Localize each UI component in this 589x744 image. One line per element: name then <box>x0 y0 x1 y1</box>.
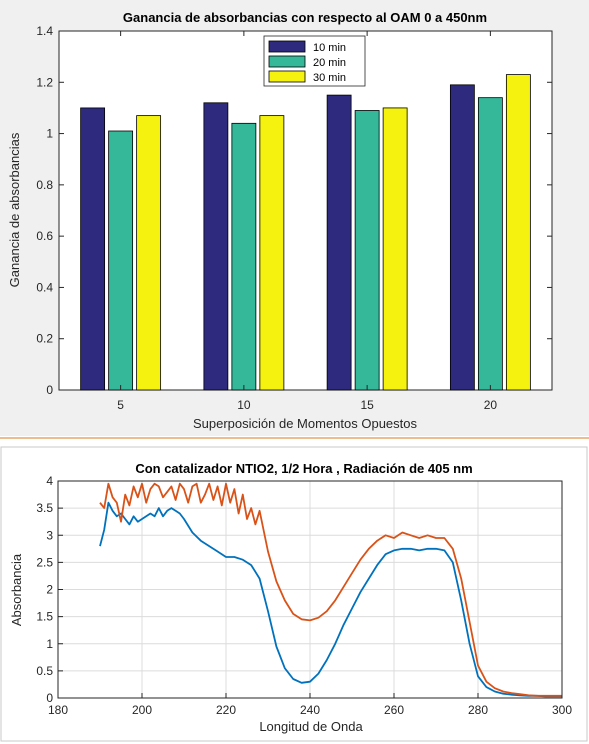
x-tick-label: 240 <box>300 703 320 717</box>
y-tick-label: 1.2 <box>36 75 53 89</box>
line-chart-y-axis-label: Absorbancia <box>9 553 24 626</box>
x-tick-label: 300 <box>552 703 572 717</box>
x-tick-label: 220 <box>216 703 236 717</box>
y-tick-label: 1.5 <box>36 610 53 624</box>
line-chart-series <box>99 482 562 698</box>
bar <box>231 122 257 391</box>
legend-label: 30 min <box>313 72 346 84</box>
bar <box>136 115 162 391</box>
y-tick-label: 3.5 <box>36 501 53 515</box>
bar <box>505 74 531 391</box>
bar-chart-x-ticks: 5 10 15 20 <box>117 31 497 412</box>
y-tick-label: 0.4 <box>36 280 53 294</box>
x-tick-label: 260 <box>384 703 404 717</box>
line-chart: Con catalizador NTIO2, 1/2 Hora , Radiac… <box>0 446 589 744</box>
bar-chart-x-axis-label: Superposición de Momentos Opuestos <box>193 416 418 431</box>
y-tick-label: 1 <box>46 637 53 651</box>
line-chart-ticks: 180 200 220 240 260 280 300 0 0.5 1 1.5 2 2.5 3 3.5 4 <box>36 474 572 717</box>
x-tick-label: 200 <box>132 703 152 717</box>
bar <box>449 84 475 391</box>
y-tick-label: 4 <box>46 474 53 488</box>
bar <box>203 102 229 391</box>
y-tick-label: 0.8 <box>36 178 53 192</box>
bar-chart-title: Ganancia de absorbancias con respecto al… <box>123 10 487 25</box>
series-line-orange <box>99 482 562 697</box>
y-tick-label: 2 <box>46 583 53 597</box>
x-tick-label: 180 <box>48 703 68 717</box>
y-tick-label: 0.5 <box>36 664 53 678</box>
series-line-blue <box>99 501 562 698</box>
line-chart-x-axis-label: Longitud de Onda <box>259 719 363 734</box>
y-tick-label: 0 <box>46 383 53 397</box>
line-chart-title: Con catalizador NTIO2, 1/2 Hora , Radiac… <box>135 461 472 476</box>
bar-chart-ticks: 0 0.2 0.4 0.6 0.8 1 1.2 1.4 <box>36 24 552 397</box>
bar <box>354 110 380 391</box>
bar <box>259 115 285 391</box>
line-chart-frame <box>0 446 588 742</box>
bar-chart-y-axis-label: Ganancia de absorbancias <box>7 132 22 287</box>
bar <box>108 130 134 391</box>
bar <box>80 107 106 391</box>
legend-label: 10 min <box>313 42 346 54</box>
legend-swatch <box>268 55 306 68</box>
y-tick-label: 1.4 <box>36 24 53 38</box>
x-tick-label: 10 <box>237 398 251 412</box>
bar-chart: Ganancia de absorbancias con respecto al… <box>0 0 589 436</box>
bar <box>477 97 503 391</box>
y-tick-label: 0.6 <box>36 229 53 243</box>
x-tick-label: 5 <box>117 398 124 412</box>
x-tick-label: 280 <box>468 703 488 717</box>
legend-label: 20 min <box>313 57 346 69</box>
y-tick-label: 0.2 <box>36 332 53 346</box>
legend-swatch <box>268 40 306 53</box>
legend-swatch <box>268 70 306 83</box>
x-tick-label: 15 <box>360 398 374 412</box>
bar <box>382 107 408 391</box>
bar <box>326 94 352 391</box>
x-tick-label: 20 <box>484 398 498 412</box>
y-tick-label: 2.5 <box>36 555 53 569</box>
bar-chart-bars <box>80 74 531 391</box>
bar-chart-legend: 10 min 20 min 30 min <box>263 35 366 87</box>
y-tick-label: 0 <box>46 691 53 705</box>
y-tick-label: 3 <box>46 528 53 542</box>
y-tick-label: 1 <box>46 127 53 141</box>
